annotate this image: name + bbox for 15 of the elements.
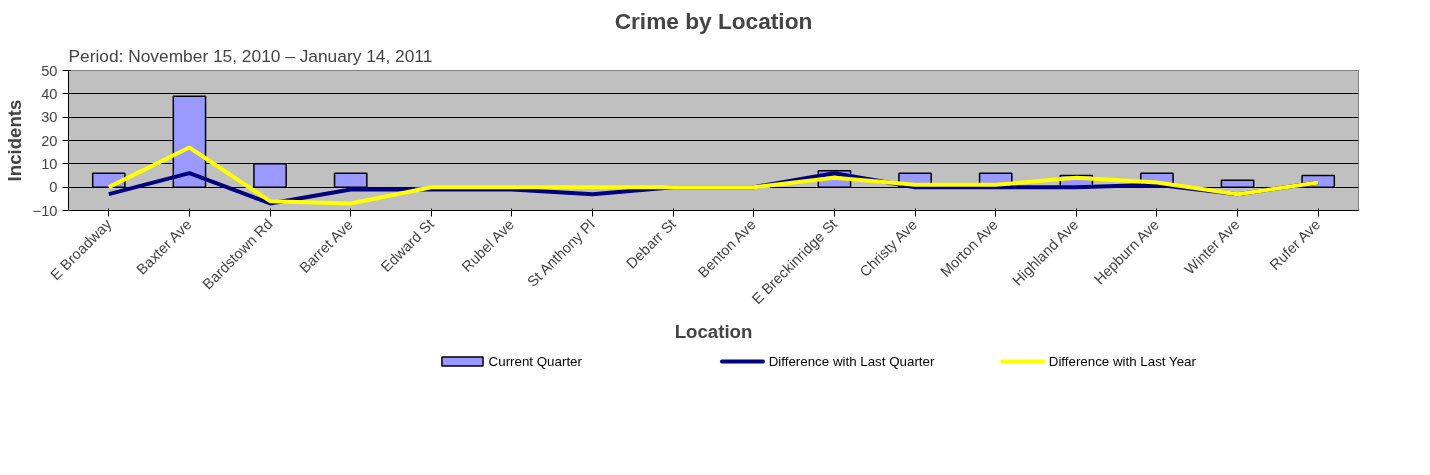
y-axis-title: Incidents — [3, 99, 25, 182]
line-series — [106, 145, 1321, 206]
legend-label: Current Quarter — [488, 354, 583, 369]
y-tick-label: 50 — [41, 62, 58, 79]
y-tick-label: 10 — [41, 155, 58, 172]
legend-label: Difference with Last Quarter — [768, 354, 935, 369]
chart-title: Crime by Location — [614, 7, 813, 34]
y-tick-label: 20 — [41, 132, 58, 149]
y-tick-label: 40 — [41, 85, 58, 102]
legend-label: Difference with Last Year — [1048, 354, 1197, 369]
y-tick-label: 0 — [49, 179, 58, 196]
x-axis-title: Location — [674, 320, 753, 342]
text: Period: November 15, 2010 – January 14, 2011 — [68, 45, 433, 66]
y-tick-label: 30 — [41, 109, 58, 126]
y-tick-label: −10 — [32, 202, 58, 219]
